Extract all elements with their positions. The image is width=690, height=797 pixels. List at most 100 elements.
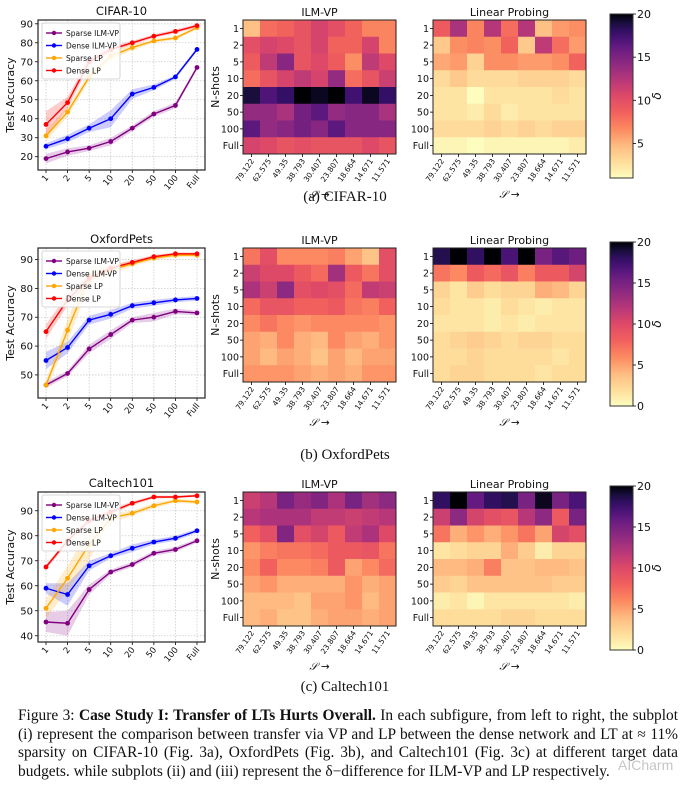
legend-box [41,494,121,552]
heatmap-cell [294,575,312,593]
data-point [173,28,178,34]
series-line [45,530,198,596]
heatmap-caltech101-ilmvp: ILM-VP125102050100Full79.12262.57549.353… [209,478,397,672]
heatmap-cell [552,298,570,316]
heatmap-cell [484,592,502,610]
heatmap-cell [294,20,312,38]
series-line [45,67,198,160]
confidence-band [46,308,197,388]
legend-label: Sparse ILM-VP [66,29,119,38]
data-point [65,575,70,581]
legend-label: Sparse LP [66,282,103,291]
heatmap-oxfordpets-lp: Linear Probing125102050100Full79.12262.5… [411,234,587,428]
colorbar-tick-label: 15 [637,51,651,64]
data-point [194,296,200,301]
legend: Sparse ILM-VP Dense ILM-VP Sparse LP Dense … [41,22,121,80]
heatmap-cell [243,575,261,593]
heatmap-cell [535,70,553,88]
heatmap-cell [450,365,468,383]
heatmap-cell [467,264,485,282]
heatmap-cell [311,609,329,627]
data-point [43,382,49,388]
heatmap-cell [518,20,536,38]
heatmap-cell [345,542,363,560]
heatmap-cell [535,20,553,38]
heatmap-cell [260,70,278,88]
heatmap-cifar10-ilmvp: ILM-VP125102050100Full79.12262.57549.353… [209,6,397,200]
data-point [65,149,70,155]
heatmap-cell [277,20,295,38]
heatmap-cell [277,87,295,105]
heatmap-cell [328,20,346,38]
heatmap-cell [484,542,502,560]
y-tick-label: 5 [423,285,429,296]
x-tick-label: Full [185,646,202,664]
data-point [43,605,49,611]
colorbar-gradient [609,13,634,179]
y-tick-label: 60 [20,76,33,87]
heatmap-cell [501,264,519,282]
x-tick-label: 1 [40,174,51,185]
heatmap-cell [345,53,363,71]
heatmap-cell [379,575,397,593]
legend-marker [51,283,57,289]
data-point [108,553,114,559]
heatmap-cell [450,120,468,138]
data-point [65,345,70,350]
figure-caption: Figure 3: Case Study I: Transfer of LTs … [18,707,678,781]
heatmap-cell [569,281,587,299]
series-line [45,254,197,386]
colorbar-tick-label: 15 [637,277,651,290]
heatmap-cell [379,120,397,138]
heatmap-cell [484,87,502,105]
heatmap-cell [467,592,485,610]
colorbar-label: δ [650,564,664,571]
heatmap-cell [450,508,468,526]
heatmap-cell [484,20,502,38]
heatmap-cell [243,70,261,88]
heatmap-cell [260,298,278,316]
heatmap-cell [501,248,519,266]
heatmap-cell [260,331,278,349]
heatmap-cell [518,609,536,627]
heatmap-cell [379,508,397,526]
heatmap-cell [294,508,312,526]
x-tick-label: 1 [40,402,51,413]
y-tick-label: 100 [411,352,429,363]
legend-label: Sparse ILM-VP [66,257,119,266]
data-point [151,539,157,545]
heatmap-cell [467,248,485,266]
heatmap-cell [277,120,295,138]
heatmap-cell [345,281,363,299]
colorbar-tick-label: 20 [637,480,651,493]
data-point [65,109,70,115]
heatmap-cell [484,492,502,510]
legend-label: Sparse LP [66,526,103,535]
heatmap-cell [552,542,570,560]
heatmap-cell [484,575,502,593]
data-point [86,346,92,352]
x-axis-label: 𝒮 → [499,661,519,672]
legend-label: Dense ILM-VP [66,270,117,279]
y-tick-label: 90 [20,255,33,266]
heatmap-cell [379,348,397,366]
legend: Sparse ILM-VP Dense ILM-VP Sparse LP Dense … [41,250,121,308]
y-tick-label: 10 [227,302,239,313]
series-line [45,310,198,386]
heatmap-cell [362,525,380,543]
y-tick-label: 2 [423,513,429,524]
heatmap-cell [433,365,451,383]
heatmap-cell [518,137,536,155]
heatmap-cell [328,609,346,627]
heatmap-cell [243,248,261,266]
heatmap-cell [484,264,502,282]
legend-box [41,22,121,80]
heatmap-cell [467,53,485,71]
heatmap-cell [433,298,451,316]
heatmap-cell [501,315,519,333]
y-tick-label: 70 [20,57,33,68]
heatmap-cell [345,492,363,510]
heatmap-cell [501,365,519,383]
y-tick-label: 30 [20,133,33,144]
